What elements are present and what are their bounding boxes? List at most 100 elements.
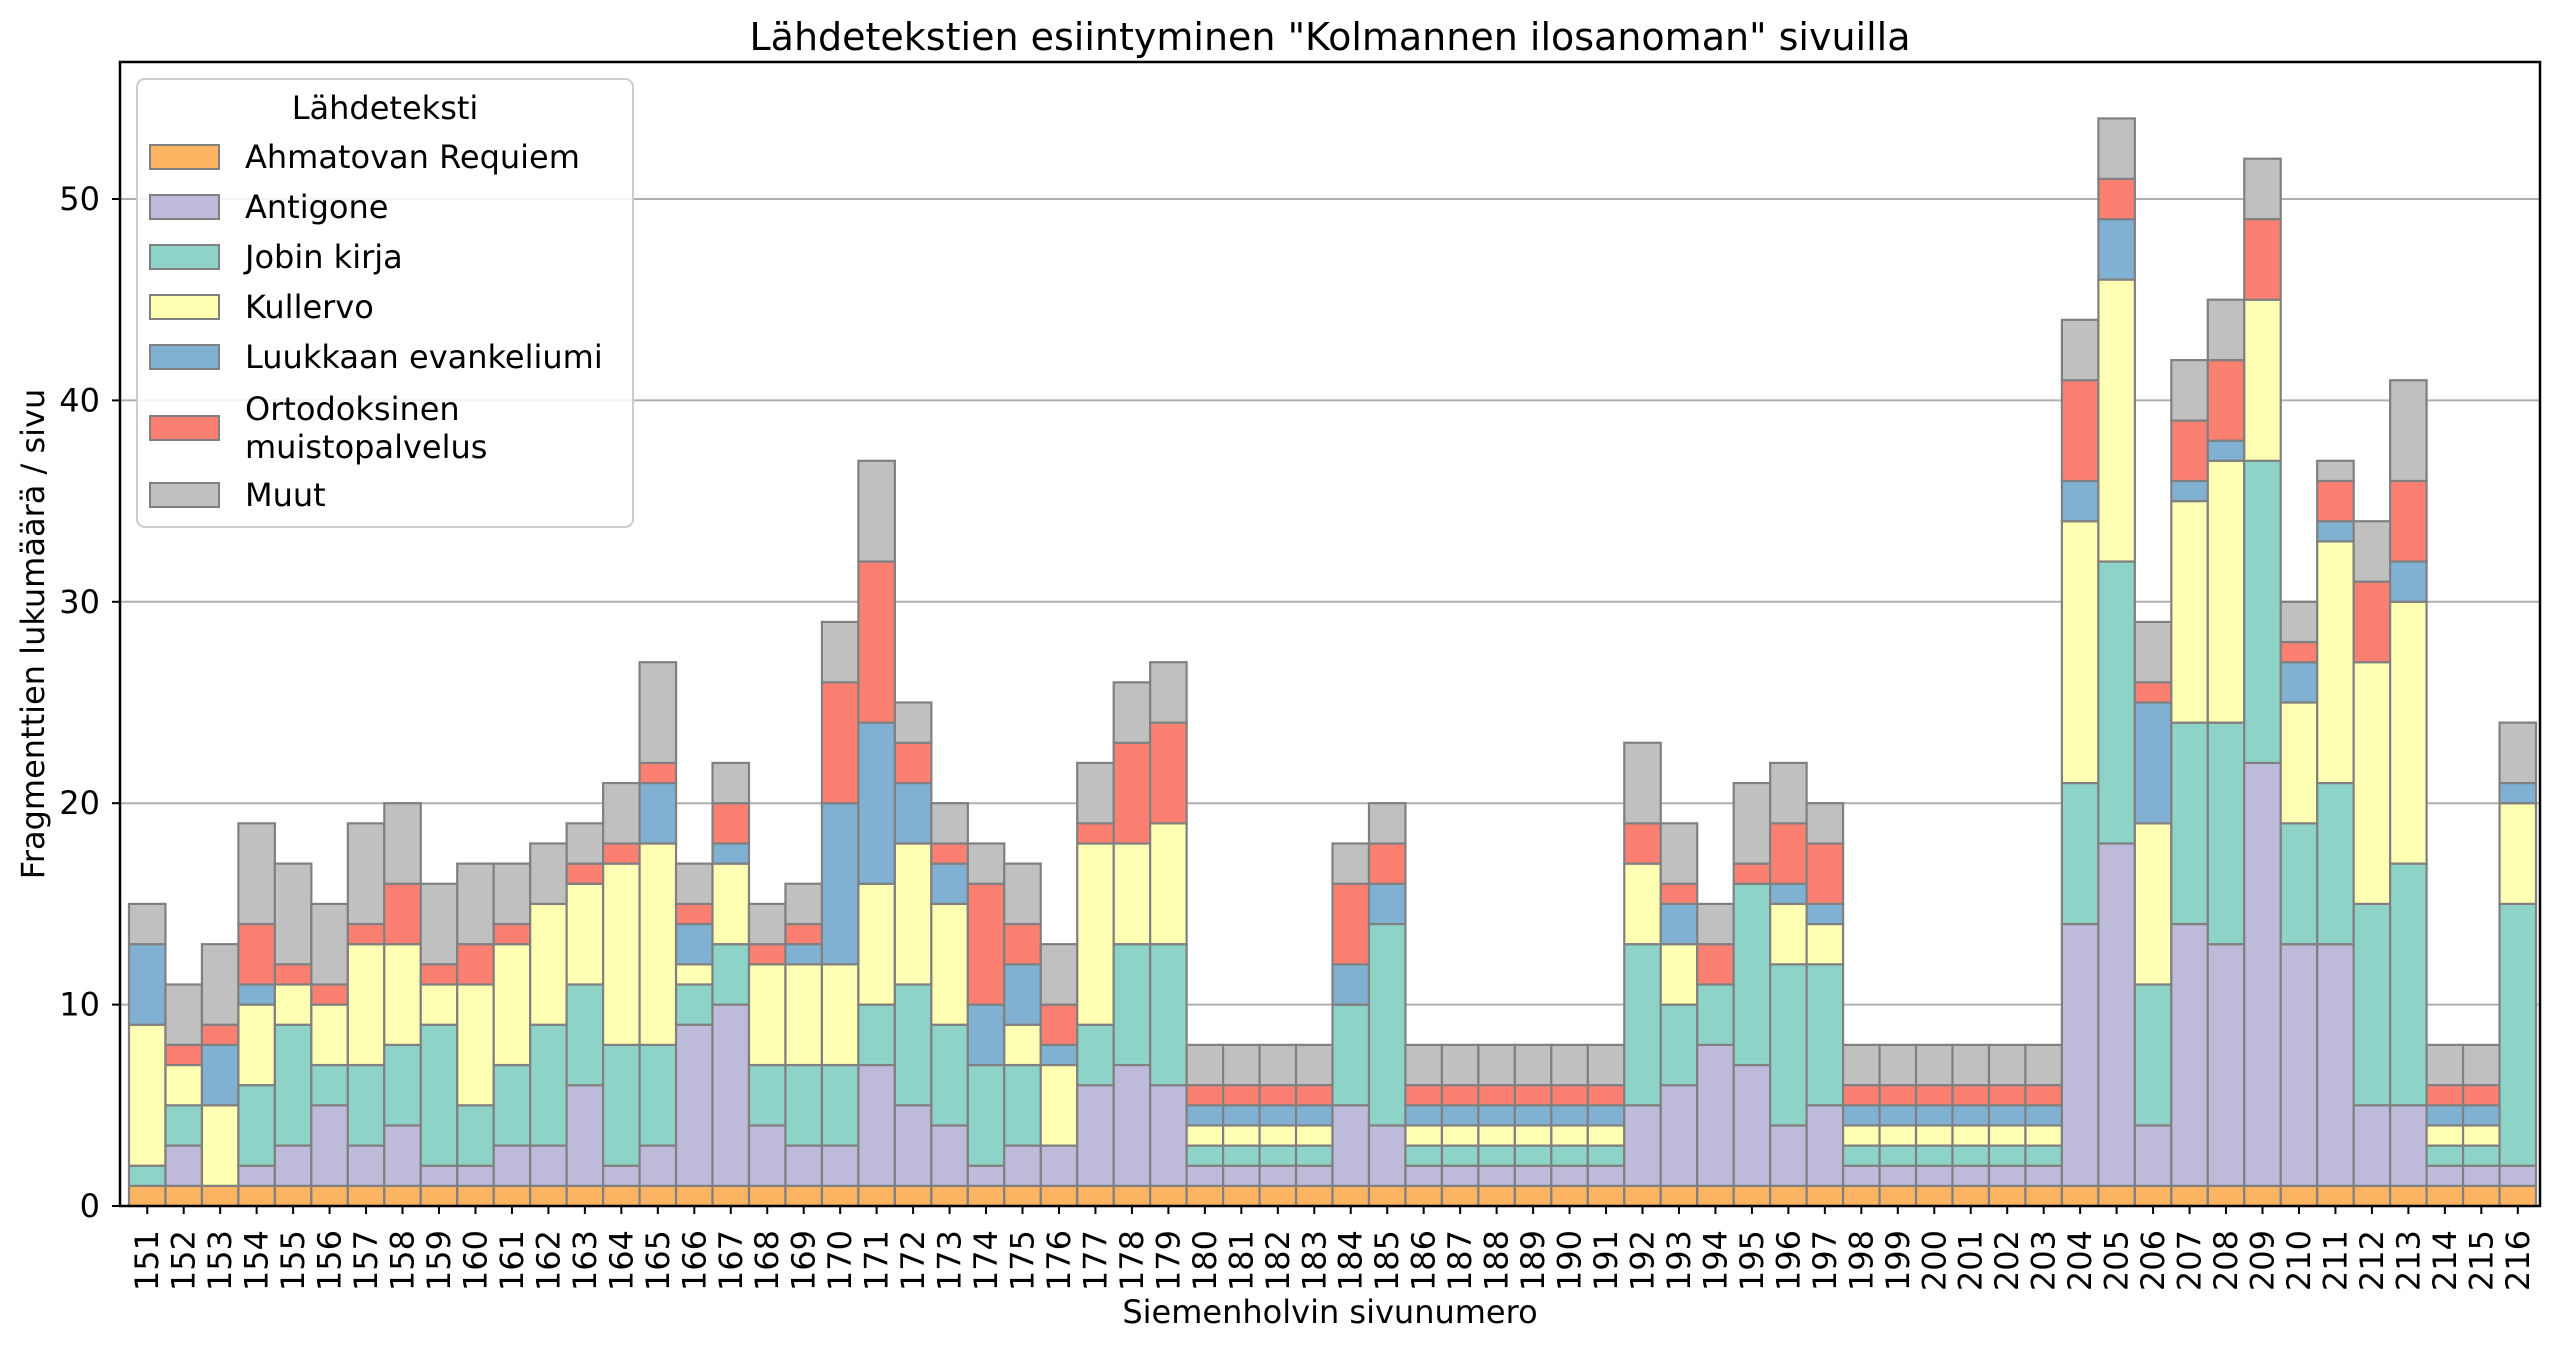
bar-segment-175-s1 xyxy=(1003,1144,1042,1187)
bar-stack-215 xyxy=(2461,1043,2501,1208)
bar-stack-180 xyxy=(1185,1043,1225,1208)
legend-label-line: Antigone xyxy=(245,188,388,226)
bar-stack-184 xyxy=(1331,842,1371,1208)
legend-label-line: Ahmatovan Requiem xyxy=(245,138,580,176)
bar-segment-211-s3 xyxy=(2316,540,2355,785)
bar-segment-188-s3 xyxy=(1477,1124,1516,1147)
bar-segment-169-s3 xyxy=(784,963,824,1067)
y-tick-label: 30 xyxy=(59,583,100,621)
bar-stack-160 xyxy=(456,862,495,1208)
x-tick-label: 196 xyxy=(1769,1230,1807,1291)
bar-segment-199-s4 xyxy=(1878,1104,1918,1127)
bar-segment-159-s1 xyxy=(419,1164,459,1187)
bar-stack-211 xyxy=(2316,459,2355,1208)
bar-segment-185-s5 xyxy=(1367,842,1407,885)
bar-segment-157-s0 xyxy=(346,1184,386,1208)
bar-segment-170-s6 xyxy=(820,620,860,684)
x-tick-label: 183 xyxy=(1295,1230,1333,1291)
bar-stack-161 xyxy=(492,862,532,1208)
bar-stack-169 xyxy=(784,882,824,1208)
bar-stack-171 xyxy=(857,459,896,1208)
bar-segment-203-s2 xyxy=(2024,1144,2064,1167)
bar-segment-203-s3 xyxy=(2024,1124,2064,1147)
bar-segment-190-s6 xyxy=(1550,1043,1589,1087)
bar-segment-202-s4 xyxy=(1987,1104,2027,1127)
bar-segment-157-s3 xyxy=(346,943,386,1067)
bar-segment-202-s6 xyxy=(1987,1043,2027,1087)
bar-segment-187-s2 xyxy=(1440,1144,1480,1167)
bar-segment-189-s1 xyxy=(1513,1164,1553,1187)
legend-box xyxy=(136,78,634,528)
bar-segment-195-s0 xyxy=(1732,1184,1772,1208)
bar-segment-191-s2 xyxy=(1586,1144,1626,1167)
bar-segment-167-s1 xyxy=(711,1003,751,1187)
bar-segment-195-s1 xyxy=(1732,1063,1772,1187)
bar-segment-210-s3 xyxy=(2279,701,2319,825)
bar-segment-165-s1 xyxy=(638,1144,678,1187)
bar-segment-178-s1 xyxy=(1112,1063,1152,1187)
bar-segment-203-s4 xyxy=(2024,1104,2064,1127)
bar-segment-195-s6 xyxy=(1732,781,1772,865)
bar-segment-172-s0 xyxy=(893,1184,933,1208)
bar-segment-209-s6 xyxy=(2243,157,2282,221)
bar-segment-203-s1 xyxy=(2024,1164,2064,1187)
x-tick-label: 213 xyxy=(2389,1230,2427,1291)
legend-label: Luukkaan evankeliumi xyxy=(245,338,603,376)
bar-segment-191-s4 xyxy=(1586,1104,1626,1127)
legend-label-line: Luukkaan evankeliumi xyxy=(245,338,603,376)
bar-segment-216-s3 xyxy=(2498,802,2538,906)
bar-segment-165-s0 xyxy=(638,1184,678,1208)
bar-segment-189-s5 xyxy=(1513,1084,1553,1107)
bar-segment-214-s5 xyxy=(2425,1084,2465,1107)
x-tick-label: 190 xyxy=(1551,1230,1589,1291)
x-tick-label: 203 xyxy=(2025,1230,2063,1291)
bar-segment-186-s0 xyxy=(1404,1184,1444,1208)
bar-segment-157-s1 xyxy=(346,1144,386,1187)
bar-segment-173-s2 xyxy=(930,1023,969,1127)
bar-segment-202-s3 xyxy=(1987,1124,2027,1147)
bar-segment-196-s4 xyxy=(1769,882,1808,906)
bar-segment-200-s3 xyxy=(1914,1124,1954,1147)
bar-segment-178-s0 xyxy=(1112,1184,1152,1208)
bar-segment-205-s1 xyxy=(2097,842,2136,1187)
bar-segment-195-s2 xyxy=(1732,882,1772,1067)
bar-segment-164-s5 xyxy=(602,842,641,865)
bar-stack-204 xyxy=(2060,318,2100,1208)
x-tick-label: 214 xyxy=(2426,1230,2464,1291)
bar-segment-152-s2 xyxy=(164,1104,204,1147)
bar-segment-160-s2 xyxy=(456,1104,495,1167)
bar-segment-180-s4 xyxy=(1185,1104,1225,1127)
bar-segment-157-s2 xyxy=(346,1063,386,1147)
bar-segment-174-s6 xyxy=(966,842,1006,885)
bar-segment-205-s0 xyxy=(2097,1184,2136,1208)
bar-segment-175-s0 xyxy=(1003,1184,1042,1208)
bar-segment-176-s4 xyxy=(1039,1043,1079,1067)
bar-segment-197-s1 xyxy=(1805,1104,1845,1187)
bar-segment-161-s0 xyxy=(492,1184,532,1208)
bar-segment-155-s5 xyxy=(273,963,313,986)
bar-segment-171-s0 xyxy=(857,1184,896,1208)
bar-segment-194-s5 xyxy=(1696,943,1735,986)
bar-segment-172-s6 xyxy=(893,701,933,744)
bar-segment-184-s6 xyxy=(1331,842,1371,885)
bar-segment-192-s5 xyxy=(1623,822,1662,865)
bar-segment-181-s1 xyxy=(1221,1164,1261,1187)
bar-segment-169-s5 xyxy=(784,922,824,946)
x-tick-label: 176 xyxy=(1040,1230,1078,1291)
x-tick-label: 197 xyxy=(1806,1230,1844,1291)
bar-segment-167-s6 xyxy=(711,761,751,805)
bar-stack-209 xyxy=(2243,157,2282,1208)
bar-segment-153-s5 xyxy=(200,1023,240,1046)
x-tick-label: 179 xyxy=(1149,1230,1187,1291)
bar-segment-180-s2 xyxy=(1185,1144,1225,1167)
legend-swatch xyxy=(149,194,220,220)
x-tick-label: 172 xyxy=(894,1230,932,1291)
bar-segment-166-s4 xyxy=(674,922,714,966)
bar-segment-180-s1 xyxy=(1185,1164,1225,1187)
x-tick-label: 155 xyxy=(274,1230,312,1291)
bar-segment-183-s1 xyxy=(1294,1164,1334,1187)
bar-segment-211-s4 xyxy=(2316,520,2355,543)
bar-segment-190-s3 xyxy=(1550,1124,1589,1147)
bar-segment-202-s2 xyxy=(1987,1144,2027,1167)
bar-stack-203 xyxy=(2024,1043,2064,1208)
